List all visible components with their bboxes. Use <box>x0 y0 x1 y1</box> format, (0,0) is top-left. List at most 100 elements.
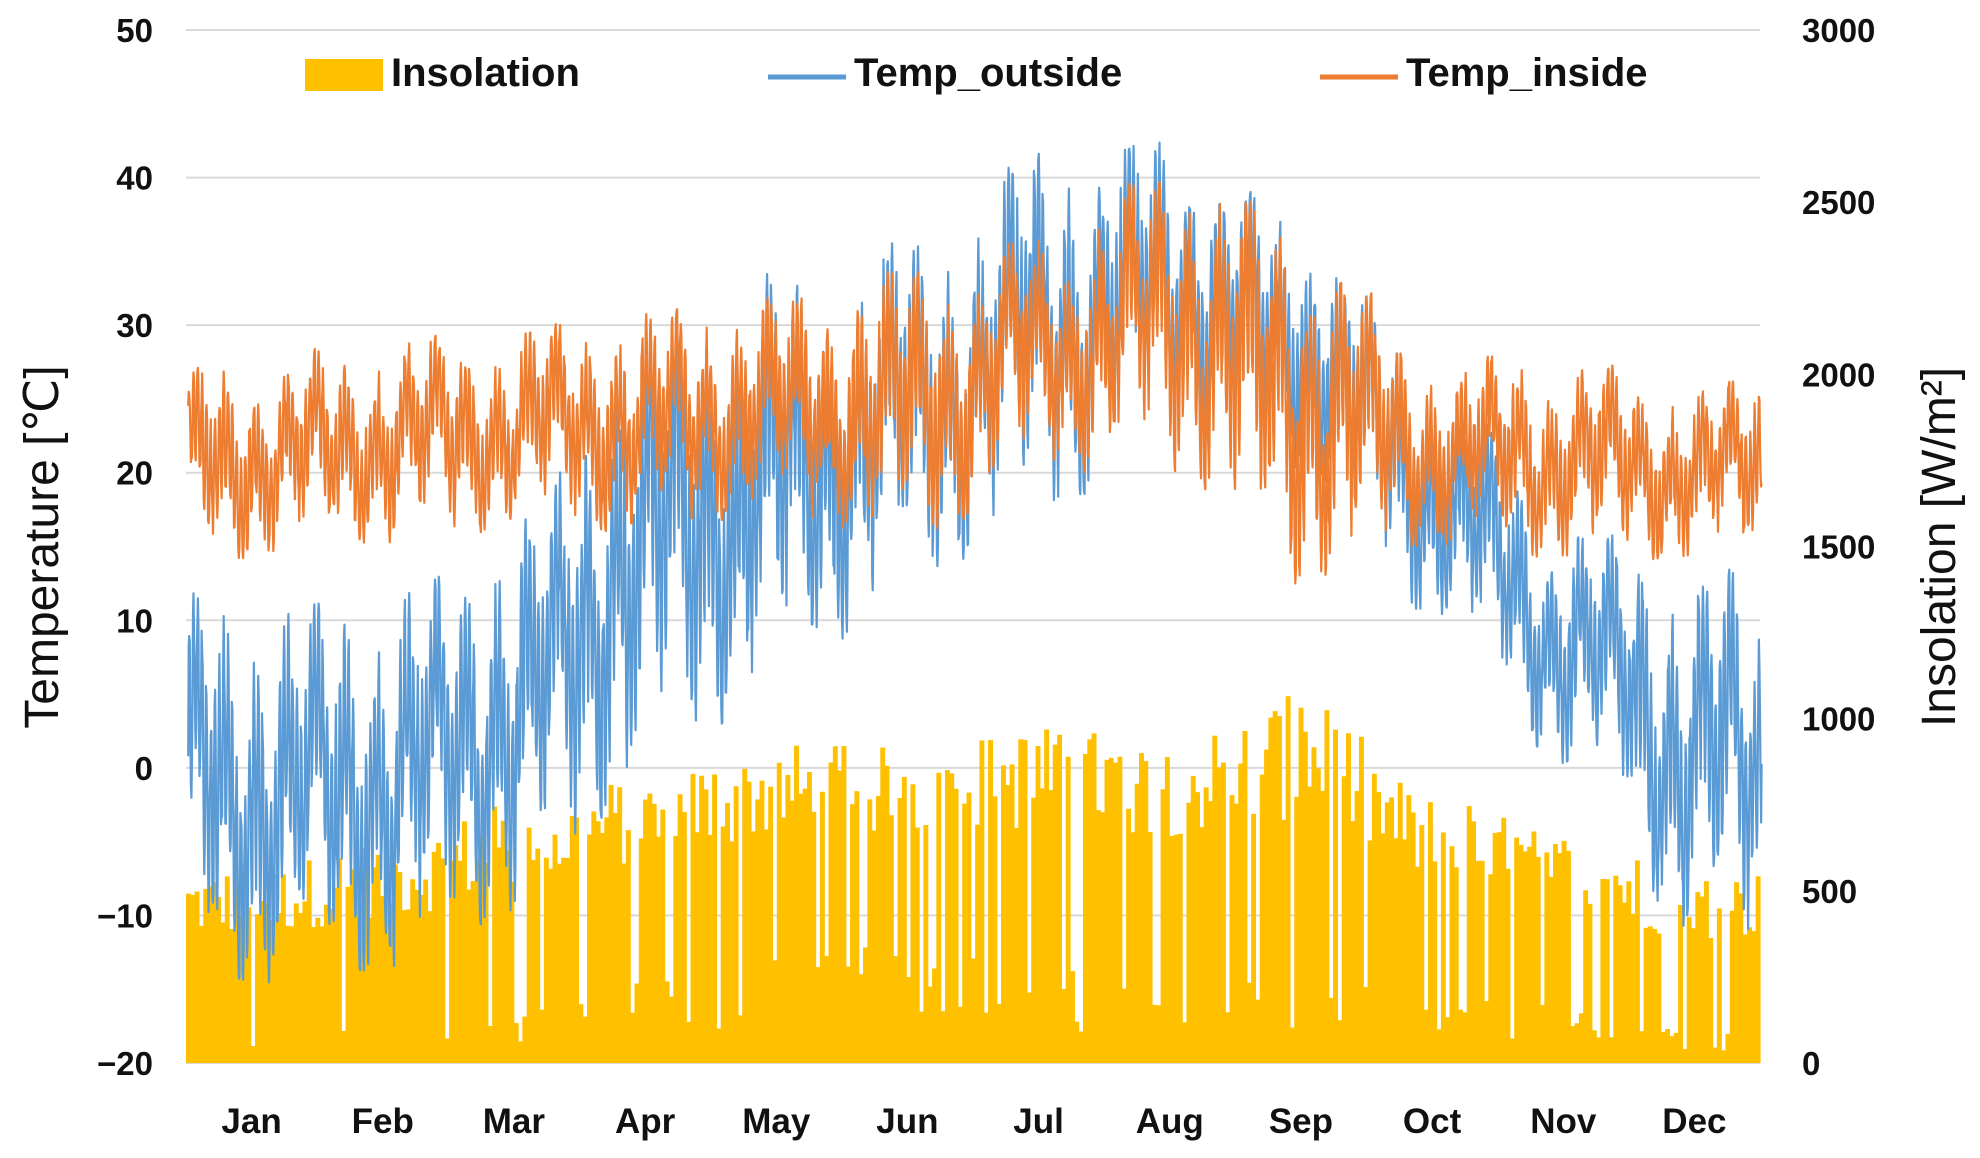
insolation-bar <box>410 879 416 1063</box>
legend-label: Temp_inside <box>1406 51 1648 95</box>
insolation-bar <box>1195 792 1200 1063</box>
x-tick-label: Feb <box>352 1102 414 1141</box>
insolation-bar <box>604 817 610 1063</box>
insolation-bar <box>1755 876 1761 1063</box>
insolation-bar <box>664 981 670 1063</box>
insolation-bar <box>742 768 748 1063</box>
temp-inside-line <box>187 180 1763 585</box>
insolation-bar <box>1479 860 1485 1063</box>
insolation-bar <box>380 895 385 1063</box>
insolation-bar <box>988 740 994 1063</box>
insolation-bar <box>1173 834 1179 1063</box>
insolation-bar <box>513 1022 519 1063</box>
insolation-bar <box>1471 821 1476 1063</box>
insolation-bar <box>1440 832 1446 1063</box>
insolation-bar <box>806 772 812 1063</box>
insolation-bar <box>1057 734 1063 1063</box>
insolation-bar <box>470 881 476 1063</box>
insolation-bar <box>625 830 631 1063</box>
insolation-bar <box>1087 739 1093 1063</box>
insolation-bar <box>1496 832 1502 1063</box>
insolation-bar <box>518 1041 523 1063</box>
insolation-bar <box>1035 746 1041 1063</box>
insolation-bar <box>259 901 265 1063</box>
insolation-bar <box>1164 757 1170 1063</box>
insolation-bar <box>1212 735 1218 1063</box>
insolation-bar <box>1699 896 1705 1063</box>
insolation-bar <box>819 791 825 1063</box>
insolation-bar <box>1561 840 1567 1063</box>
insolation-bar <box>237 917 243 1063</box>
insolation-bar <box>1393 838 1399 1063</box>
temp-outside-line <box>187 141 1763 984</box>
insolation-bar <box>914 827 920 1063</box>
insolation-bar <box>832 746 838 1063</box>
legend-item: Temp_outside <box>768 51 1122 95</box>
y2-tick-label: 1000 <box>1802 701 1875 738</box>
axes: 50 40 30 20 10 0 −10 −20 3000 2500 2000 1500 1000 500… <box>16 12 1966 1141</box>
insolation-bar <box>686 1021 692 1063</box>
insolation-bar <box>1406 795 1412 1063</box>
insolation-bar <box>1091 733 1097 1063</box>
insolation-bar <box>1652 929 1658 1063</box>
insolation-bar <box>1600 879 1606 1063</box>
insolation-bar <box>254 914 260 1063</box>
insolation-bar <box>341 1030 347 1063</box>
insolation-bar <box>1320 790 1326 1063</box>
insolation-bar <box>211 882 217 1063</box>
insolation-bar <box>323 904 329 1063</box>
insolation-bar <box>794 745 799 1063</box>
insolation-bar <box>242 872 247 1063</box>
insolation-bar <box>703 789 709 1063</box>
insolation-bar <box>1682 1049 1688 1063</box>
insolation-bar <box>888 815 894 1063</box>
insolation-bar <box>755 799 761 1063</box>
insolation-bar <box>548 868 554 1063</box>
insolation-bar <box>556 863 562 1063</box>
insolation-bar <box>1009 764 1015 1063</box>
insolation-bar <box>1354 791 1360 1063</box>
insolation-bar <box>1419 825 1425 1063</box>
insolation-bar <box>526 827 532 1063</box>
insolation-bar <box>815 967 821 1063</box>
x-tick-label: Nov <box>1530 1102 1597 1141</box>
insolation-bar <box>845 966 851 1063</box>
x-tick-label: Jan <box>221 1102 281 1141</box>
insolation-bar <box>1259 774 1265 1063</box>
insolation-bar <box>229 928 235 1063</box>
insolation-bar <box>612 812 618 1063</box>
insolation-bar <box>1643 927 1649 1063</box>
y2-tick-label: 500 <box>1802 873 1857 910</box>
insolation-bar <box>975 824 981 1063</box>
insolation-bar <box>776 762 782 1063</box>
x-tick-label: Dec <box>1662 1102 1726 1141</box>
insolation-bar <box>668 996 674 1063</box>
y-tick-label: 40 <box>116 160 153 197</box>
insolation-bar <box>927 986 933 1063</box>
insolation-bar <box>276 913 282 1063</box>
insolation-bar <box>1695 892 1701 1063</box>
insolation-bar <box>1522 851 1528 1063</box>
insolation-bar <box>897 798 903 1063</box>
insolation-bar <box>850 804 856 1063</box>
insolation-bar <box>1402 839 1407 1063</box>
insolation-bar <box>1712 1047 1718 1063</box>
insolation-bar <box>401 910 407 1063</box>
insolation-bar <box>250 1046 256 1063</box>
x-tick-label: Aug <box>1136 1102 1204 1141</box>
insolation-bar <box>194 891 200 1063</box>
insolation-bar <box>298 912 304 1063</box>
insolation-bar <box>375 854 381 1063</box>
insolation-bar <box>828 762 834 1063</box>
insolation-bar <box>1238 763 1244 1063</box>
insolation-bar <box>280 874 286 1063</box>
insolation-bar <box>1147 832 1153 1063</box>
insolation-bar <box>681 812 687 1063</box>
insolation-bar <box>1013 827 1019 1063</box>
insolation-bar <box>1501 817 1507 1063</box>
insolation-bar <box>492 806 498 1063</box>
insolation-bar <box>841 746 847 1063</box>
insolation-bar <box>1462 1012 1468 1063</box>
insolation-bar <box>1432 861 1438 1063</box>
insolation-bar <box>440 858 446 1063</box>
